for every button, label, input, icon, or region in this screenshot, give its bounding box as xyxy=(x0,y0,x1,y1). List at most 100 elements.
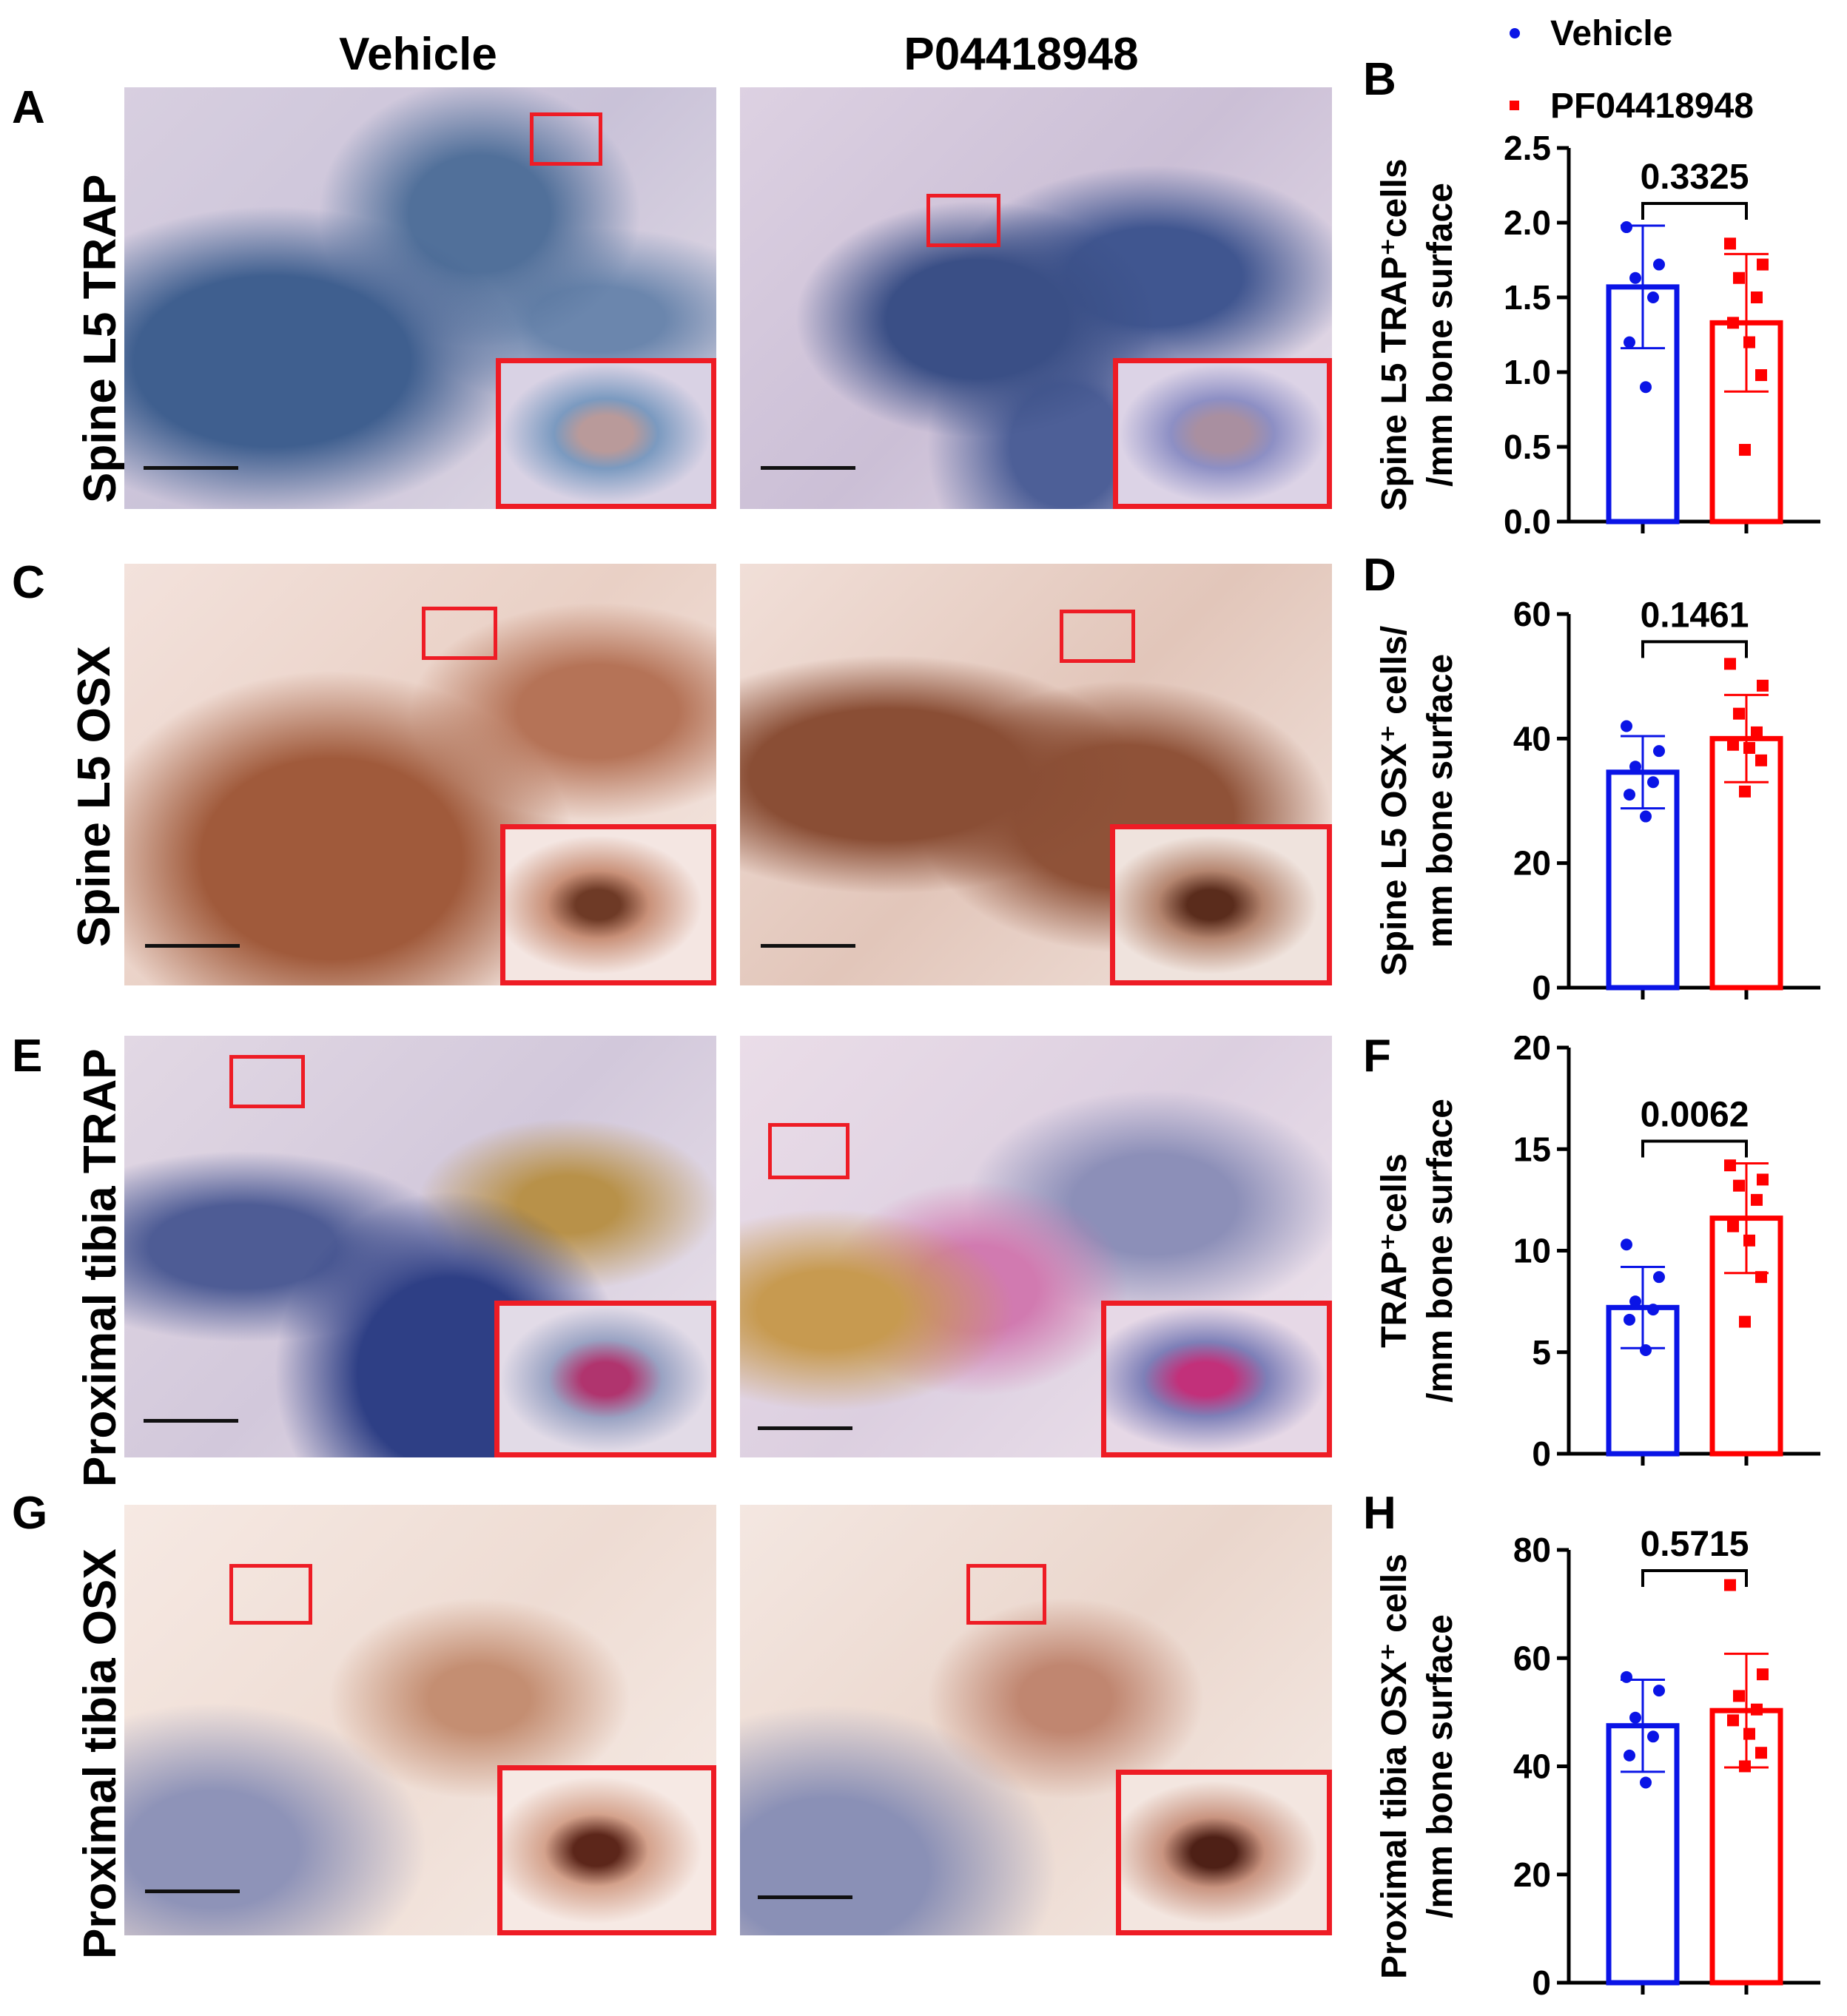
data-point xyxy=(1640,1344,1652,1357)
p-value-label: 0.1461 xyxy=(1641,596,1749,635)
data-point xyxy=(1739,444,1751,456)
data-point xyxy=(1629,1711,1641,1724)
scale-bar xyxy=(145,1889,240,1893)
y-tick-label: 60 xyxy=(1513,595,1551,633)
data-point xyxy=(1647,291,1659,303)
data-point xyxy=(1629,761,1641,773)
y-axis-label: mm bone surface xyxy=(1421,654,1460,948)
data-point xyxy=(1727,1714,1739,1727)
micrograph-spine-osx-vehicle xyxy=(124,564,716,985)
data-point xyxy=(1755,1747,1767,1759)
y-tick-label: 0 xyxy=(1532,1963,1551,2002)
y-tick-label: 10 xyxy=(1513,1232,1551,1270)
data-point xyxy=(1751,726,1763,738)
data-point xyxy=(1755,369,1767,382)
significance-bracket xyxy=(1641,640,1748,658)
y-axis-label: Spine L5 OSX⁺ cells/ xyxy=(1375,626,1414,977)
roi-box xyxy=(530,112,602,166)
p-value-label: 0.0062 xyxy=(1641,1095,1749,1134)
micrograph-tibia-trap-vehicle xyxy=(124,1036,716,1457)
data-point xyxy=(1739,1315,1751,1328)
legend-marker-square-icon xyxy=(1510,101,1519,110)
data-point xyxy=(1724,1159,1736,1172)
roi-box xyxy=(966,1564,1046,1625)
panel-letter-h: H xyxy=(1363,1488,1396,1539)
inset-zoom xyxy=(1110,824,1332,985)
scale-bar xyxy=(761,466,855,470)
scale-bar xyxy=(758,1426,852,1430)
data-point xyxy=(1743,1727,1755,1740)
panel-letter-g: G xyxy=(12,1488,48,1539)
panel-letter-c: C xyxy=(12,557,45,608)
data-point xyxy=(1621,1671,1632,1683)
data-point xyxy=(1624,1313,1635,1326)
significance-bracket xyxy=(1641,1569,1748,1587)
panel-letter-e: E xyxy=(12,1031,43,1082)
micrograph-spine-trap-treated xyxy=(740,87,1332,509)
p-value-label: 0.5715 xyxy=(1641,1525,1749,1564)
inset-zoom xyxy=(496,358,716,509)
column-heading-vehicle: Vehicle xyxy=(339,29,497,80)
data-point xyxy=(1647,1304,1659,1316)
data-point xyxy=(1739,1760,1751,1773)
scale-bar xyxy=(145,944,240,948)
legend-label-vehicle: Vehicle xyxy=(1550,14,1673,53)
data-point xyxy=(1727,738,1739,751)
data-point xyxy=(1733,707,1745,720)
panel-letter-d: D xyxy=(1363,550,1396,601)
legend-label-treated: PF04418948 xyxy=(1550,87,1754,126)
y-tick-label: 1.5 xyxy=(1504,278,1551,317)
column-heading-treated: P04418948 xyxy=(904,29,1139,80)
roi-box xyxy=(229,1564,312,1625)
data-point xyxy=(1733,272,1745,284)
data-point xyxy=(1653,1271,1665,1284)
y-axis-label: Proximal tibia OSX⁺ cells xyxy=(1375,1554,1414,1979)
panel-letter-f: F xyxy=(1363,1031,1391,1082)
data-point xyxy=(1621,221,1632,234)
y-axis-label: /mm bone surface xyxy=(1421,1099,1460,1403)
micrograph-tibia-osx-treated xyxy=(740,1505,1332,1935)
data-point xyxy=(1624,1749,1635,1762)
inset-zoom xyxy=(1116,1770,1332,1935)
data-point xyxy=(1629,1295,1641,1308)
data-point xyxy=(1757,258,1769,271)
y-tick-label: 0.5 xyxy=(1504,428,1551,466)
data-point xyxy=(1724,1579,1736,1591)
data-point xyxy=(1751,1703,1763,1716)
row-label-spine-osx: Spine L5 OSX xyxy=(69,646,120,947)
data-point xyxy=(1624,336,1635,348)
panel-letter-b: B xyxy=(1363,54,1396,105)
micrograph-tibia-trap-treated xyxy=(740,1036,1332,1457)
roi-box xyxy=(926,194,1000,247)
data-point xyxy=(1733,1179,1745,1192)
data-point xyxy=(1739,785,1751,798)
row-label-tibia-osx: Proximal tibia OSX xyxy=(75,1548,126,1959)
y-tick-label: 1.0 xyxy=(1504,353,1551,391)
inset-zoom xyxy=(1101,1301,1332,1457)
data-point xyxy=(1653,1685,1665,1697)
scale-bar xyxy=(144,466,238,470)
row-label-tibia-trap: Proximal tibia TRAP xyxy=(75,1048,126,1487)
data-point xyxy=(1624,789,1635,801)
data-point xyxy=(1653,745,1665,758)
data-point xyxy=(1743,336,1755,348)
significance-bracket xyxy=(1641,202,1748,220)
bar-chart-h: Proximal tibia OSX⁺ cells/mm bone surfac… xyxy=(1375,1525,1820,2002)
data-point xyxy=(1743,1234,1755,1247)
y-tick-label: 60 xyxy=(1513,1639,1551,1677)
data-point xyxy=(1757,679,1769,692)
roi-box xyxy=(768,1123,850,1179)
y-tick-label: 0 xyxy=(1532,968,1551,1007)
scale-bar xyxy=(761,944,855,948)
y-axis-label: /mm bone surface xyxy=(1421,1614,1460,1918)
y-tick-label: 20 xyxy=(1513,844,1551,883)
inset-zoom xyxy=(497,1765,716,1935)
roi-box xyxy=(1060,610,1135,663)
panel-letter-a: A xyxy=(12,82,45,133)
y-axis-label: /mm bone surface xyxy=(1421,183,1460,487)
micrograph-spine-trap-vehicle xyxy=(124,87,716,509)
y-tick-label: 80 xyxy=(1513,1531,1551,1569)
y-tick-label: 2.0 xyxy=(1504,203,1551,242)
data-point xyxy=(1733,1690,1745,1702)
data-point xyxy=(1755,754,1767,766)
